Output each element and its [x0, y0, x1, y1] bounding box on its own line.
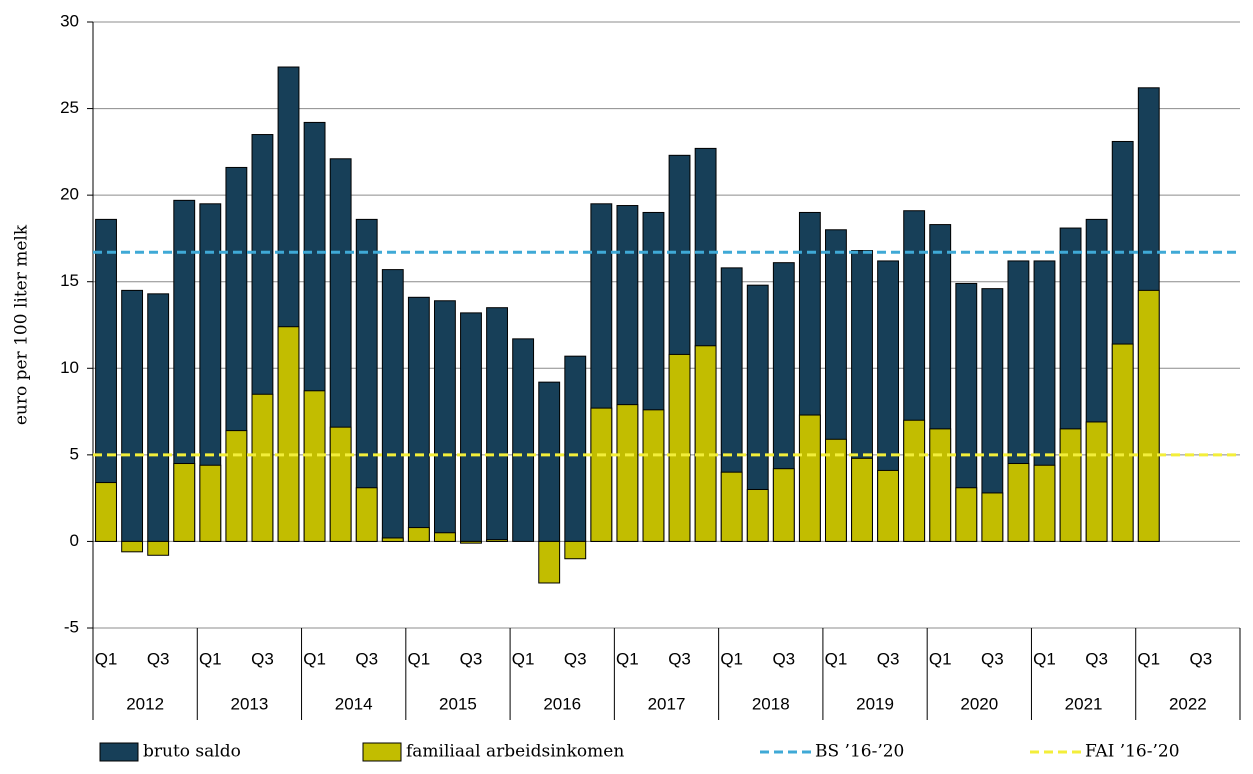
- bar: [121, 540, 144, 553]
- x-tick-label: Q1: [408, 649, 431, 668]
- x-tick-label: Q1: [199, 649, 222, 668]
- group-label: 2019: [856, 694, 894, 713]
- x-tick-label: Q3: [355, 649, 378, 668]
- group-label: 2016: [543, 694, 581, 713]
- bar: [486, 307, 508, 542]
- bar: [225, 430, 248, 542]
- bar: [173, 463, 196, 542]
- group-label: 2022: [1169, 694, 1207, 713]
- bar: [746, 488, 769, 542]
- bar: [1007, 463, 1030, 542]
- bar: [564, 355, 587, 542]
- bar: [668, 353, 691, 542]
- legend-label: FAI ’16-’20: [1085, 742, 1180, 762]
- bar: [460, 540, 482, 544]
- bar: [147, 540, 170, 556]
- x-tick-label: Q3: [1085, 649, 1108, 668]
- bar: [199, 464, 222, 542]
- bar: [694, 345, 717, 542]
- group-label: 2012: [126, 694, 164, 713]
- bar: [1085, 421, 1108, 542]
- bar: [1033, 464, 1056, 542]
- group-label: 2013: [230, 694, 268, 713]
- bar: [903, 419, 926, 542]
- legend-swatch: [362, 742, 402, 762]
- x-tick-label: Q1: [825, 649, 848, 668]
- bar: [121, 289, 144, 542]
- x-tick-label: Q3: [251, 649, 274, 668]
- bar: [538, 540, 561, 584]
- bar: [981, 492, 1004, 542]
- legend-label: BS ’16-’20: [815, 742, 904, 762]
- bar: [1111, 343, 1134, 542]
- x-tick-label: Q1: [512, 649, 535, 668]
- x-tick-label: Q3: [1190, 649, 1213, 668]
- bar: [642, 409, 665, 542]
- bar: [1059, 428, 1082, 542]
- bar: [929, 428, 952, 542]
- bar: [877, 469, 900, 542]
- bar: [433, 532, 456, 542]
- bar: [407, 296, 430, 542]
- y-tick-label: 15: [60, 271, 79, 290]
- group-label: 2014: [335, 694, 373, 713]
- legend-swatch: [99, 742, 139, 762]
- legend-label: bruto saldo: [143, 742, 241, 762]
- bar: [95, 482, 117, 542]
- y-tick-label: 20: [60, 185, 79, 204]
- x-tick-label: Q3: [564, 649, 587, 668]
- bar: [381, 537, 404, 542]
- bar: [720, 471, 743, 542]
- bar: [955, 487, 978, 542]
- y-axis-label: euro per 100 liter melk: [12, 224, 32, 425]
- y-tick-label: -5: [64, 617, 79, 636]
- group-label: 2015: [439, 694, 477, 713]
- bar: [381, 269, 404, 542]
- bar: [825, 438, 847, 542]
- bar: [538, 381, 561, 542]
- bar: [355, 487, 378, 542]
- bar: [147, 293, 170, 542]
- y-tick-label: 10: [60, 358, 79, 377]
- bar: [590, 407, 613, 542]
- x-tick-label: Q3: [772, 649, 795, 668]
- group-label: 2021: [1065, 694, 1103, 713]
- x-tick-label: Q3: [668, 649, 691, 668]
- bar: [407, 527, 430, 542]
- group-label: 2017: [648, 694, 686, 713]
- bar: [433, 300, 456, 542]
- bar: [460, 312, 482, 542]
- y-tick-label: 0: [70, 531, 79, 550]
- x-tick-label: Q1: [1033, 649, 1056, 668]
- x-tick-label: Q1: [720, 649, 743, 668]
- bar: [798, 414, 821, 542]
- bar: [616, 404, 639, 542]
- bar: [772, 468, 795, 542]
- bar: [277, 326, 300, 542]
- x-tick-label: Q1: [95, 649, 118, 668]
- bar: [303, 390, 326, 542]
- bar: [486, 539, 508, 542]
- x-tick-label: Q3: [147, 649, 170, 668]
- legend-label: familiaal arbeidsinkomen: [406, 742, 624, 762]
- y-tick-label: 25: [60, 98, 79, 117]
- bar: [851, 457, 873, 542]
- bar: [512, 338, 535, 542]
- group-label: 2018: [752, 694, 790, 713]
- x-tick-label: Q1: [303, 649, 326, 668]
- x-tick-label: Q1: [929, 649, 952, 668]
- x-tick-label: Q1: [1137, 649, 1160, 668]
- x-tick-label: Q3: [981, 649, 1004, 668]
- group-label: 2020: [960, 694, 998, 713]
- x-tick-label: Q1: [616, 649, 639, 668]
- bar: [251, 393, 274, 542]
- y-tick-label: 5: [70, 444, 79, 463]
- x-tick-label: Q3: [877, 649, 900, 668]
- bar: [1137, 289, 1160, 542]
- x-tick-label: Q3: [460, 649, 483, 668]
- bar: [329, 426, 352, 542]
- bar: [564, 540, 587, 560]
- y-tick-label: 30: [60, 11, 79, 30]
